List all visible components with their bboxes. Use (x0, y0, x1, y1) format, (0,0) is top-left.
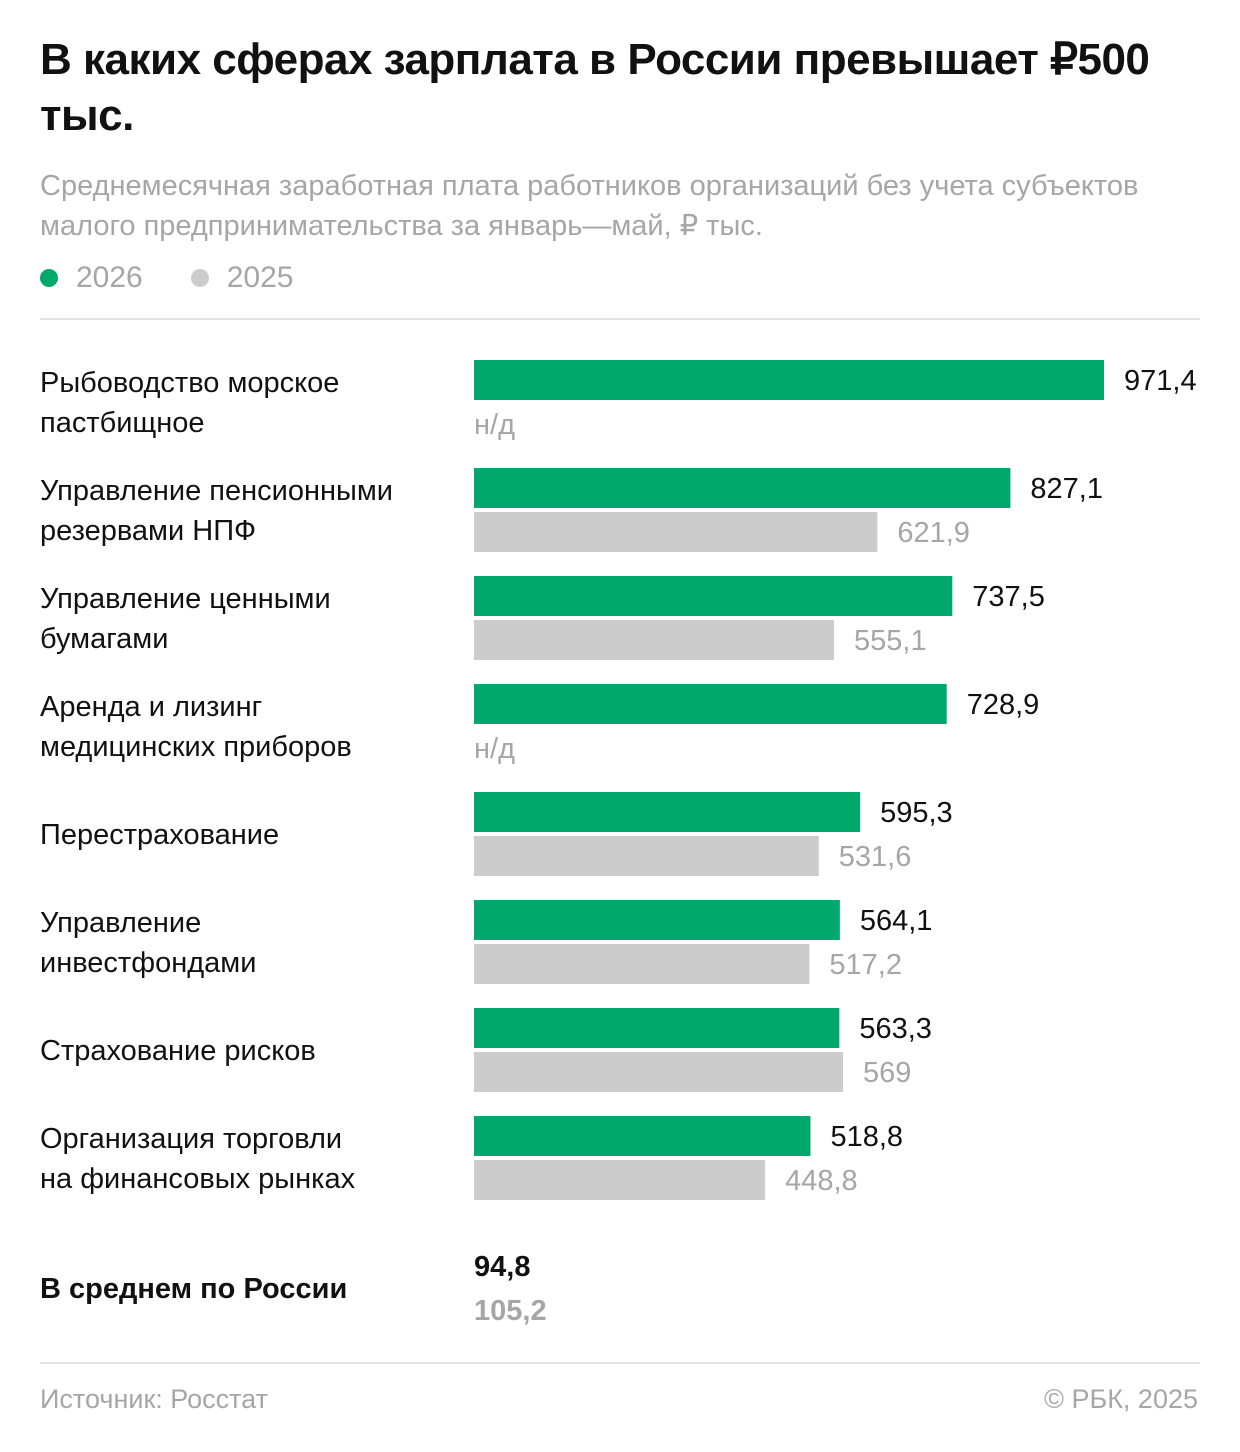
average-value-2026: 94,8 (474, 1251, 530, 1283)
bar-2026 (474, 468, 1011, 508)
average-label: В среднем по России (40, 1273, 347, 1305)
legend-item-previous: 2025 (190, 261, 294, 295)
value-label-2026: 595,3 (880, 797, 953, 829)
category-label: Аренда и лизинг (40, 691, 262, 723)
category-label: на финансовых рынках (40, 1163, 356, 1195)
legend-dot-current (40, 269, 58, 287)
source-note: Источник: Росстат (40, 1384, 268, 1414)
category-label: Страхование рисков (40, 1035, 316, 1067)
bar-2026 (474, 576, 953, 616)
legend: 2026 2025 (40, 258, 342, 298)
bar-2025 (474, 836, 819, 876)
value-label-2026: 728,9 (967, 689, 1040, 721)
average-value-2025: 105,2 (474, 1295, 547, 1327)
bar-2026 (474, 1116, 811, 1156)
value-label-2026: 564,1 (860, 905, 933, 937)
value-label-2025: 621,9 (897, 517, 970, 549)
bar-chart: Рыбоводство морское пастбищное 971,4 н/д Упр… (40, 360, 1197, 1327)
value-label-2026: 827,1 (1030, 473, 1103, 505)
category-label: Организация торговли (40, 1123, 342, 1155)
bar-2026 (474, 792, 861, 832)
copyright-note: © РБК, 2025 (1044, 1384, 1198, 1414)
value-label-2026: 563,3 (859, 1013, 932, 1045)
bar-2026 (474, 1008, 840, 1048)
category-label: бумагами (40, 623, 168, 655)
category-label: Рыбоводство морское (40, 367, 339, 399)
bar-2025 (474, 1160, 766, 1200)
bar-2026 (474, 360, 1104, 400)
category-label: Управление пенсионными (40, 475, 393, 507)
value-label-2026: 737,5 (972, 581, 1045, 613)
value-label-2026: 971,4 (1124, 365, 1197, 397)
bar-2025 (474, 620, 835, 660)
legend-dot-previous (190, 269, 209, 287)
legend-item-current: 2026 (40, 261, 143, 295)
chart-subtitle: Среднемесячная заработная плата работник… (40, 170, 1139, 242)
divider-bottom (40, 1362, 1200, 1364)
value-label-2026: 518,8 (830, 1121, 903, 1153)
legend-label-current: 2026 (76, 261, 143, 294)
bar-2026 (474, 900, 840, 940)
bar-2025 (474, 944, 810, 984)
bar-2026 (474, 684, 947, 724)
value-label-2025: 448,8 (785, 1165, 858, 1197)
category-label: Управление (40, 907, 201, 939)
category-label: Перестрахование (40, 819, 279, 851)
value-label-2025: 531,6 (839, 841, 912, 873)
value-label-2025: 569 (863, 1057, 911, 1089)
category-label: пастбищное (40, 407, 205, 439)
category-label: медицинских приборов (40, 731, 352, 763)
value-label-2025: 517,2 (829, 949, 902, 981)
legend-label-previous: 2025 (226, 261, 294, 294)
chart-title: В каких сферах зарплата в России превыша… (40, 35, 1150, 140)
divider-top (40, 318, 1200, 320)
category-label: инвестфондами (40, 947, 256, 979)
bar-2025 (474, 512, 878, 552)
category-label: Управление ценными (40, 583, 331, 615)
value-label-2025: н/д (474, 733, 515, 765)
bar-2025 (474, 1052, 844, 1092)
value-label-2025: 555,1 (854, 625, 927, 657)
category-label: резервами НПФ (40, 515, 256, 547)
value-label-2025: н/д (474, 409, 515, 441)
